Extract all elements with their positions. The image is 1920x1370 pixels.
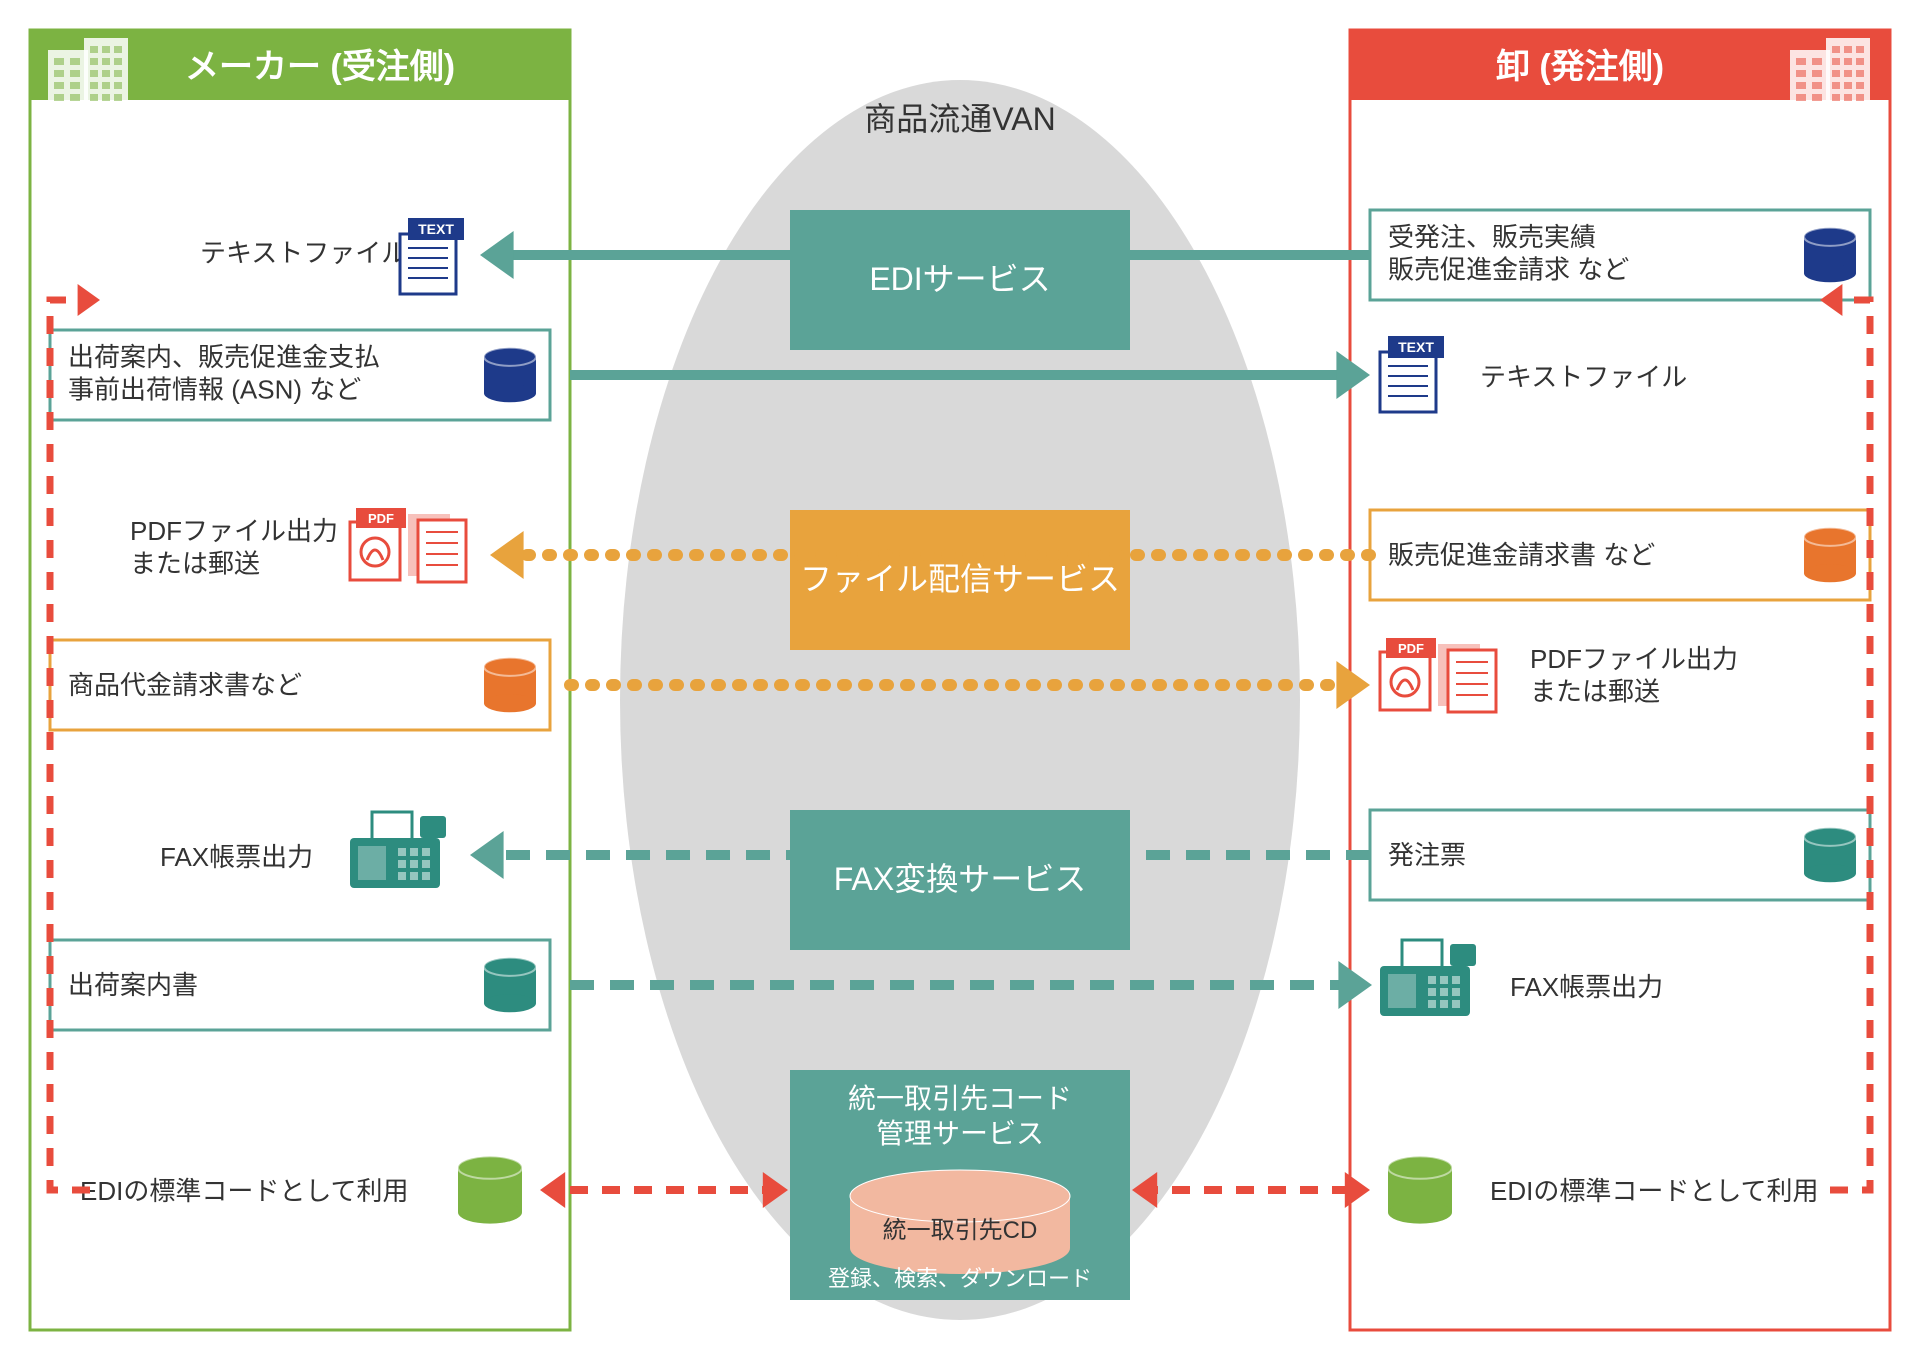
van-title: 商品流通VAN xyxy=(864,101,1055,137)
cd-label: 統一取引先CD xyxy=(883,1217,1038,1244)
box-invoice-label: 商品代金請求書など xyxy=(68,670,302,700)
wholesale-pdf-label: PDFファイル出力または郵送 xyxy=(1530,644,1738,707)
maker-fax-icon xyxy=(350,812,446,888)
wholesale-title: 卸 (発注側) xyxy=(1496,48,1664,86)
arrowhead xyxy=(1338,961,1372,1009)
maker-edistd-db-icon xyxy=(458,1156,522,1223)
svc-edi-label: EDIサービス xyxy=(869,261,1050,297)
box-promo-db-icon xyxy=(1804,528,1856,583)
maker-edistd-label: EDIの標準コードとして利用 xyxy=(80,1176,409,1206)
cd-sub: 登録、検索、ダウンロード xyxy=(828,1266,1092,1291)
arrowhead xyxy=(1336,351,1370,399)
maker-title: メーカー (受注側) xyxy=(185,48,455,86)
maker-pdf-label: PDFファイル出力または郵送 xyxy=(130,516,338,579)
box-purchase-label: 発注票 xyxy=(1388,840,1466,870)
box-shipguide-label: 出荷案内書 xyxy=(68,970,198,1000)
wholesale-fax-label: FAX帳票出力 xyxy=(1510,972,1663,1002)
box-shipguide-db-icon xyxy=(484,958,536,1013)
text: PDF xyxy=(1398,641,1424,656)
maker-textfile-icon: TEXT xyxy=(400,218,464,294)
arrowhead xyxy=(480,231,514,279)
box-purchase-db-icon xyxy=(1804,828,1856,883)
wholesale-pdf-icon: PDF xyxy=(1380,638,1496,712)
wholesale-textfile-icon: TEXT xyxy=(1380,336,1444,412)
svc-fax-label: FAX変換サービス xyxy=(834,861,1086,897)
arrowhead xyxy=(470,831,504,879)
svc-file-label: ファイル配信サービス xyxy=(800,561,1120,597)
text: TEXT xyxy=(418,221,454,237)
maker-fax-label: FAX帳票出力 xyxy=(160,842,313,872)
box-promo-label: 販売促進金請求書 など xyxy=(1388,540,1655,570)
wholesale-textfile-label: テキストファイル xyxy=(1480,362,1687,392)
box-shipping-db-icon xyxy=(484,348,536,403)
box-order-db-icon xyxy=(1804,228,1856,283)
maker-pdf-icon: PDF xyxy=(350,508,466,582)
box-invoice-db-icon xyxy=(484,658,536,713)
arrowhead xyxy=(1336,661,1370,709)
arrowhead xyxy=(78,284,100,316)
arrowhead xyxy=(540,1172,565,1208)
arrowhead xyxy=(1345,1172,1370,1208)
wholesale-red-pipe xyxy=(1830,300,1870,1190)
text: PDF xyxy=(368,511,394,526)
text: TEXT xyxy=(1398,339,1434,355)
maker-red-pipe xyxy=(50,300,90,1190)
wholesale-edistd-label: EDIの標準コードとして利用 xyxy=(1490,1176,1819,1206)
maker-textfile-label: テキストファイル xyxy=(200,238,407,268)
wholesale-edistd-db-icon xyxy=(1388,1156,1452,1223)
arrowhead xyxy=(490,531,524,579)
wholesale-fax-icon xyxy=(1380,940,1476,1016)
